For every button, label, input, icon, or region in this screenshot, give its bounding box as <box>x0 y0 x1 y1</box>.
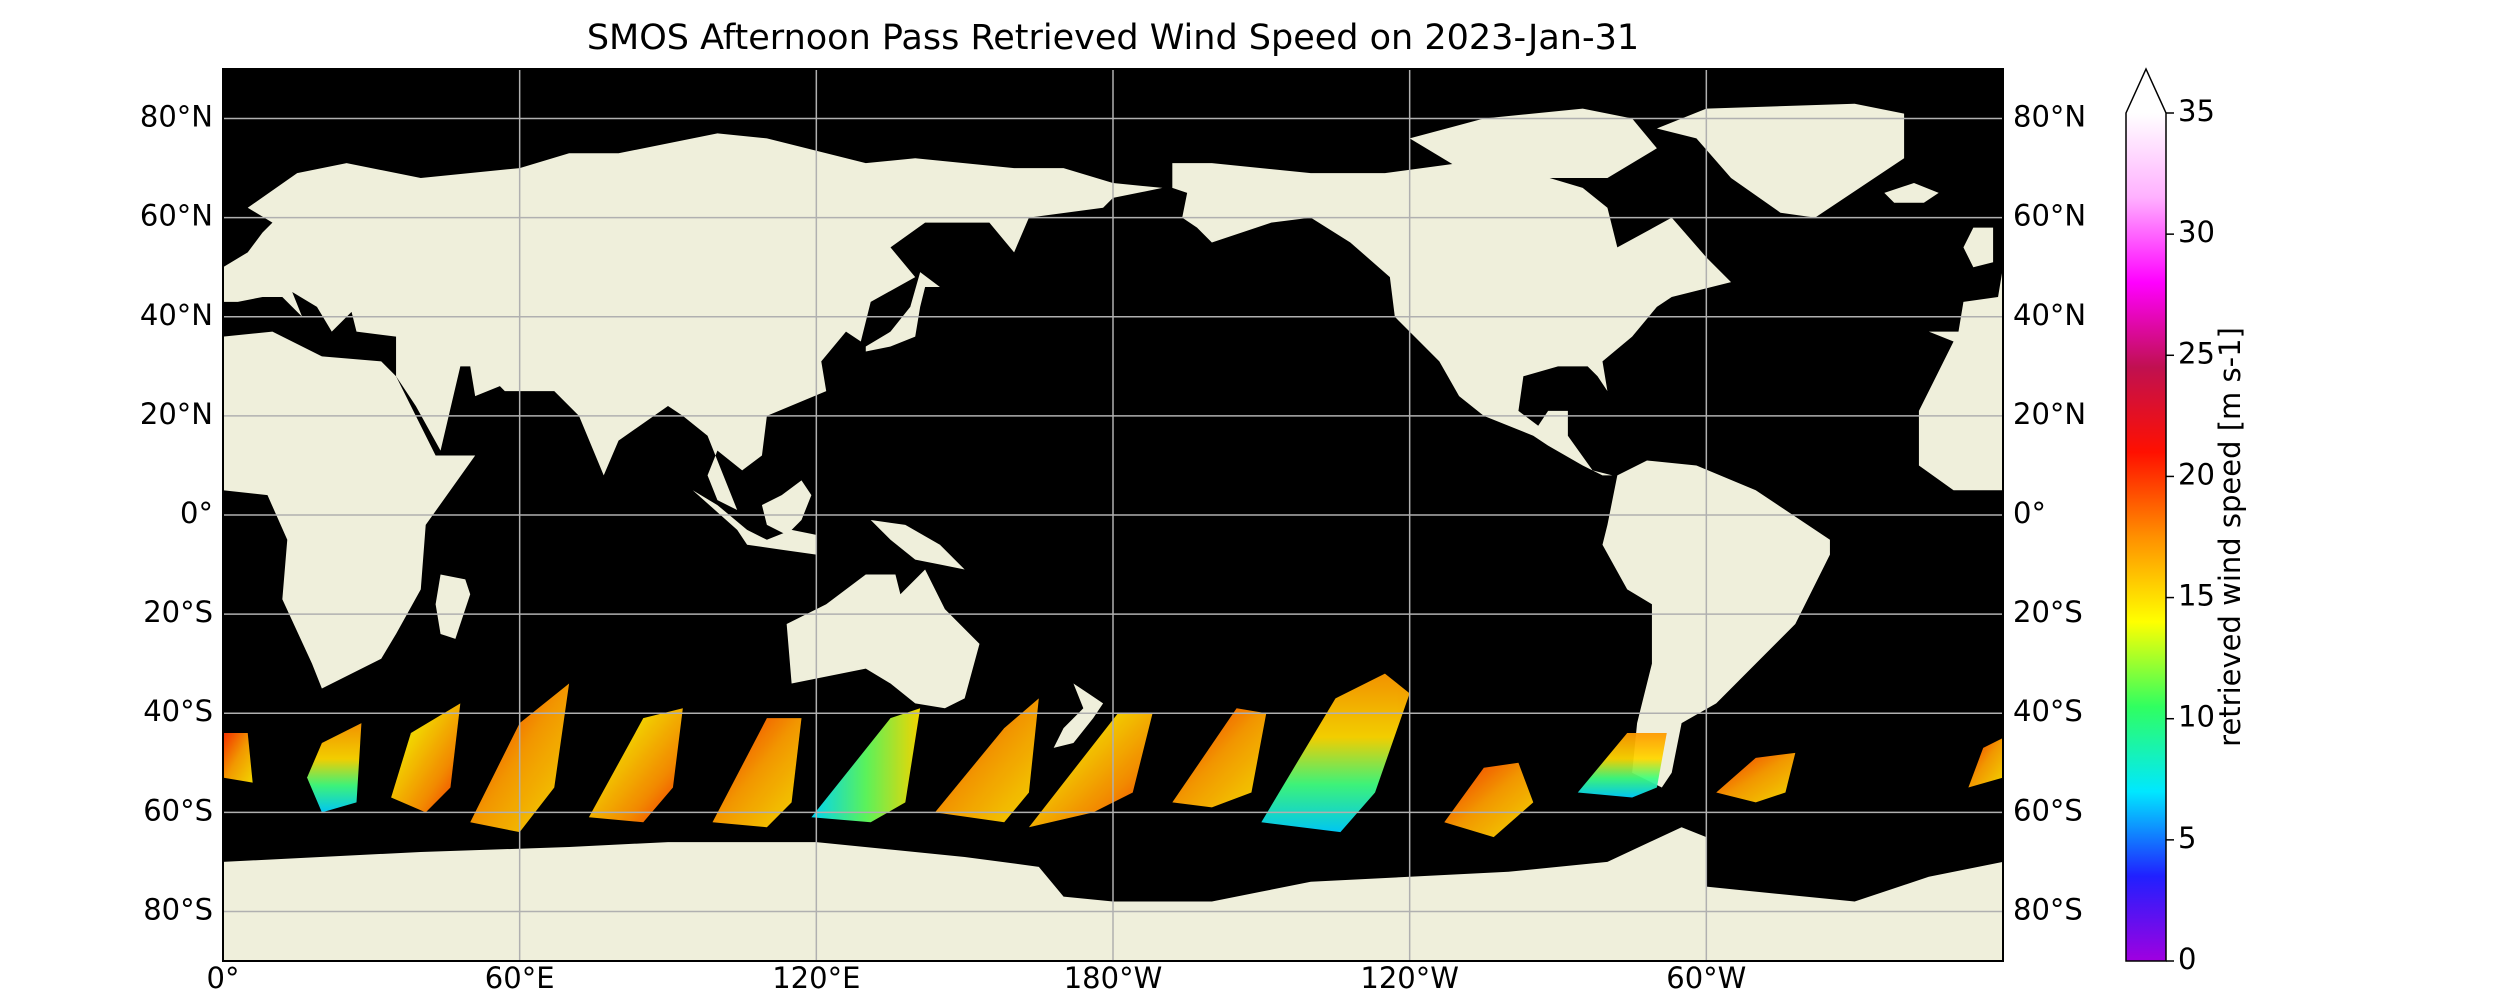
west-europe-africa <box>1918 267 2003 491</box>
swath <box>712 718 802 828</box>
y-tick-label-right: 80°N <box>2013 100 2086 134</box>
british-isles <box>1963 227 1994 268</box>
y-tick-label-right: 40°N <box>2013 298 2086 332</box>
y-tick-label-right: 60°S <box>2013 793 2083 827</box>
y-tick-label: 40°S <box>143 694 213 728</box>
y-tick-label: 60°S <box>143 793 213 827</box>
colorbar-tick-label: 20 <box>2178 457 2215 491</box>
swath <box>1577 733 1667 798</box>
indonesia <box>692 490 817 555</box>
y-tick-label: 40°N <box>140 298 213 332</box>
swath <box>1444 762 1534 838</box>
y-tick-label-right: 80°S <box>2013 892 2083 926</box>
map-title: SMOS Afternoon Pass Retrieved Wind Speed… <box>587 18 1639 58</box>
swath <box>1968 738 2003 788</box>
y-tick-label: 20°S <box>143 595 213 629</box>
iceland <box>1884 182 1939 203</box>
madagascar <box>435 574 471 639</box>
colorbar-tick-label: 30 <box>2178 215 2215 249</box>
south-america <box>1602 460 1830 788</box>
x-tick-label: 0° <box>207 961 240 995</box>
y-tick-label: 0° <box>180 496 213 530</box>
swath <box>1028 713 1153 828</box>
arctic-islands <box>1409 108 1657 179</box>
y-tick-label: 80°N <box>140 100 213 134</box>
map-frame <box>222 68 2004 962</box>
colorbar-tick-label: 15 <box>2178 579 2215 613</box>
colorbar <box>2126 113 2166 961</box>
x-tick-label: 60°E <box>485 961 555 995</box>
swath <box>934 698 1039 823</box>
eurasia <box>223 133 1163 511</box>
swath <box>391 703 461 813</box>
new-guinea <box>870 519 965 570</box>
colorbar-extension <box>2126 69 2166 113</box>
graticule <box>222 69 2003 961</box>
colorbar-tick-label: 0 <box>2178 942 2196 976</box>
x-tick-label: 120°E <box>772 961 860 995</box>
swath <box>307 723 362 813</box>
antarctica <box>223 827 2003 962</box>
land <box>223 103 2003 962</box>
colorbar-outline <box>2125 67 2167 962</box>
australia <box>786 569 980 709</box>
colorbar-tick-label: 35 <box>2178 94 2215 128</box>
x-tick-label: 180°W <box>1064 961 1163 995</box>
y-tick-label: 60°N <box>140 199 213 233</box>
y-tick-label-right: 20°S <box>2013 595 2083 629</box>
y-tick-label-right: 0° <box>2013 496 2046 530</box>
y-tick-label-right: 40°S <box>2013 694 2083 728</box>
swath <box>588 708 683 823</box>
colorbar-tick-label: 10 <box>2178 700 2215 734</box>
swath <box>223 733 253 783</box>
north-america <box>1172 163 1732 476</box>
colorbar-tick-label: 25 <box>2178 336 2215 370</box>
greenland <box>1656 103 1905 218</box>
colorbar-tick-label: 5 <box>2178 821 2196 855</box>
borneo <box>761 480 812 535</box>
y-tick-label-right: 20°N <box>2013 397 2086 431</box>
colorbar-label: retrieved wind speed [m s-1] <box>2213 327 2247 747</box>
africa <box>223 331 476 689</box>
x-tick-label: 120°W <box>1360 961 1459 995</box>
y-tick-label: 80°S <box>143 892 213 926</box>
swath <box>1716 752 1796 803</box>
new-zealand <box>1053 683 1104 748</box>
japan <box>865 272 940 352</box>
y-tick-label: 20°N <box>140 397 213 431</box>
swath <box>811 708 921 823</box>
y-tick-label-right: 60°N <box>2013 199 2086 233</box>
swath <box>1172 708 1267 808</box>
x-tick-label: 60°W <box>1666 961 1746 995</box>
